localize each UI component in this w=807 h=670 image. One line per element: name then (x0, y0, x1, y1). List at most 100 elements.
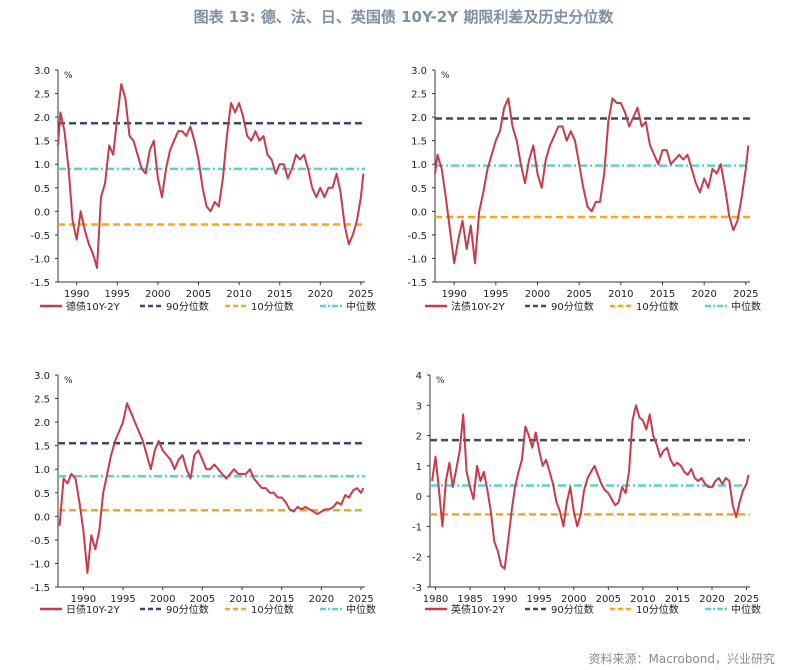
y-tick-label: 3.0 (34, 371, 50, 382)
legend-label: 90分位数 (551, 603, 594, 616)
y-tick-label: -3 (412, 583, 422, 594)
legend-label: 日债10Y-2Y (66, 603, 121, 616)
x-tick-label: 1995 (105, 289, 130, 300)
x-tick-label: 2020 (691, 289, 716, 300)
x-tick-label: 1990 (492, 594, 517, 605)
chart-germany: 3.0 2.5 2.0 1.5 1.0 0.5 0.0 -0.5 -1.0 -1.5% 1990 19… (30, 66, 376, 313)
legend-label: 中位数 (731, 300, 761, 313)
source-note: 资料来源：Macrobond，兴业研究 (588, 652, 776, 666)
x-tick-label: 2025 (348, 594, 373, 605)
y-tick-label: 1.0 (411, 160, 427, 171)
x-tick-label: 2025 (734, 594, 759, 605)
x-tick-label: 2005 (596, 594, 621, 605)
x-tick-label: 2005 (566, 289, 591, 300)
y-tick-label: 0 (416, 492, 422, 503)
y-tick-label: 1.5 (34, 442, 50, 453)
y-tick-label: 0.0 (34, 512, 50, 523)
y-tick-label: -0.5 (30, 231, 50, 242)
legend-label: 英债10Y-2Y (451, 603, 506, 616)
legend-label: 法债10Y-2Y (451, 300, 506, 313)
y-tick-label: 4 (416, 371, 422, 382)
y-tick-label: 0.0 (411, 207, 427, 218)
y-tick-label: 1.5 (411, 137, 427, 148)
spread-series-line (57, 83, 365, 269)
y-tick-label: -1.0 (407, 254, 427, 265)
y-tick-label: 1.0 (34, 465, 50, 476)
legend-label: 中位数 (731, 603, 761, 616)
y-tick-label: 0.5 (411, 184, 427, 195)
x-tick-label: 1990 (441, 289, 466, 300)
x-tick-label: 2025 (348, 289, 373, 300)
x-tick-label: 2000 (525, 289, 550, 300)
x-tick-label: 2005 (190, 594, 215, 605)
y-tick-label: 3.0 (34, 66, 50, 77)
y-tick-label: -2 (412, 553, 422, 564)
chart-japan: 3.0 2.5 2.0 1.5 1.0 0.5 0.0 -0.5 -1.0 -1.5% 1990 19… (30, 371, 376, 616)
x-tick-label: 2020 (309, 594, 334, 605)
legend-label: 10分位数 (251, 300, 294, 313)
x-tick-label: 1990 (71, 594, 96, 605)
legend-label: 90分位数 (166, 603, 209, 616)
x-tick-label: 1995 (526, 594, 551, 605)
figure-title: 图表 13: 德、法、日、英国债 10Y-2Y 期限利差及历史分位数 (193, 8, 614, 26)
unit-label: % (436, 376, 445, 386)
x-tick-label: 2000 (561, 594, 586, 605)
y-tick-label: 2.0 (34, 113, 50, 124)
x-tick-label: 2015 (267, 289, 292, 300)
y-tick-label: 1.5 (34, 137, 50, 148)
x-tick-label: 2000 (150, 594, 175, 605)
y-tick-label: 0.5 (34, 184, 50, 195)
x-tick-label: 2005 (186, 289, 211, 300)
y-tick-label: -1.0 (30, 254, 50, 265)
legend-label: 中位数 (346, 603, 376, 616)
chart-uk: 4 3 2 1 0 -1 -2 -3% 1980 1985 1990 1995 2000 2005 2010… (412, 371, 761, 616)
y-tick-label: 0.0 (34, 207, 50, 218)
chart-france: 3.0 2.5 2.0 1.5 1.0 0.5 0.0 -0.5 -1.0 -1.5% 1990 19… (407, 66, 761, 313)
unit-label: % (64, 71, 73, 81)
x-tick-label: 2010 (226, 289, 251, 300)
legend-label: 德债10Y-2Y (66, 300, 121, 313)
y-tick-label: 1 (416, 462, 422, 473)
legend-label: 90分位数 (166, 300, 209, 313)
y-tick-label: 0.5 (34, 489, 50, 500)
x-tick-label: 2020 (699, 594, 724, 605)
x-tick-label: 2015 (269, 594, 294, 605)
y-tick-label: -1.5 (30, 278, 50, 289)
x-tick-label: 2010 (608, 289, 633, 300)
x-tick-label: 2015 (650, 289, 675, 300)
y-tick-label: 2.5 (34, 395, 50, 406)
y-tick-label: 2 (416, 432, 422, 443)
y-tick-label: -0.5 (407, 231, 427, 242)
x-tick-label: 2020 (308, 289, 333, 300)
y-tick-label: 2.0 (411, 113, 427, 124)
y-tick-label: -1 (412, 522, 422, 533)
y-tick-label: -1.5 (30, 583, 50, 594)
y-tick-label: 1.0 (34, 160, 50, 171)
y-tick-label: -1.0 (30, 559, 50, 570)
legend-label: 10分位数 (636, 603, 679, 616)
legend-label: 中位数 (346, 300, 376, 313)
x-tick-label: 2000 (145, 289, 170, 300)
x-tick-label: 2015 (665, 594, 690, 605)
x-tick-label: 1995 (483, 289, 508, 300)
spread-series-line (431, 404, 750, 570)
y-tick-label: 3 (416, 401, 422, 412)
x-tick-label: 2010 (630, 594, 655, 605)
spread-series-line (434, 97, 750, 265)
x-tick-label: 1990 (64, 289, 89, 300)
legend-label: 10分位数 (636, 300, 679, 313)
x-tick-label: 1980 (423, 594, 448, 605)
unit-label: % (441, 71, 450, 81)
unit-label: % (64, 376, 73, 386)
x-tick-label: 2010 (229, 594, 254, 605)
x-tick-label: 1995 (110, 594, 135, 605)
y-tick-label: 2.5 (411, 90, 427, 101)
y-tick-label: 3.0 (411, 66, 427, 77)
y-tick-label: -1.5 (407, 278, 427, 289)
legend-label: 90分位数 (551, 300, 594, 313)
x-tick-label: 2025 (733, 289, 758, 300)
spread-series-line (58, 402, 365, 574)
legend-label: 10分位数 (251, 603, 294, 616)
y-tick-label: 2.0 (34, 418, 50, 429)
x-tick-label: 1985 (457, 594, 482, 605)
